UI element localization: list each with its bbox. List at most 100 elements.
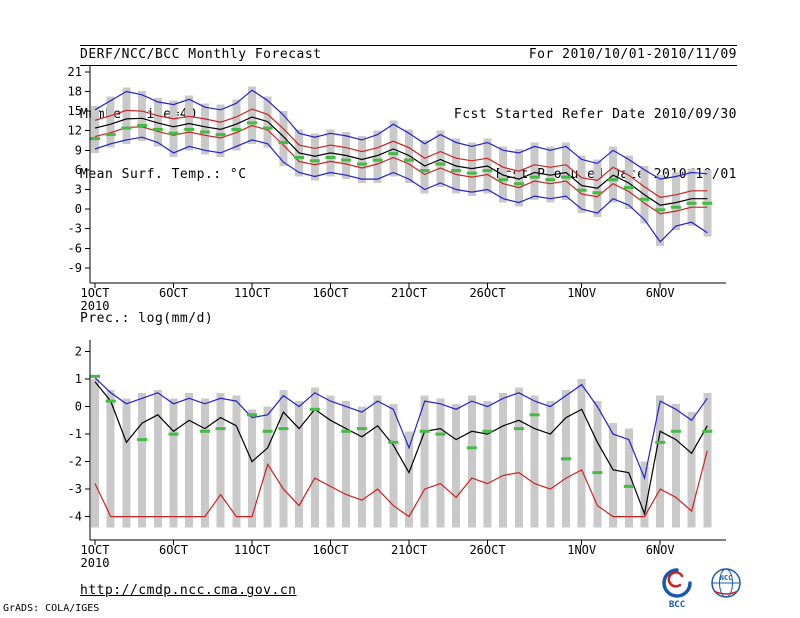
member-spread-bar <box>310 133 319 181</box>
member-spread-bar <box>279 390 288 528</box>
lower-quartile-line <box>94 124 708 215</box>
page-title: DERF/NCC/BCC Monthly Forecast <box>80 47 322 62</box>
member-spread-bar <box>185 95 194 151</box>
x-axis-year: 2010 <box>81 556 110 570</box>
member-spread-bar <box>467 142 476 197</box>
member-spread-bar <box>530 142 539 200</box>
y-tick-label: -3 <box>68 222 82 236</box>
x-tick-label: 26OCT <box>469 543 505 557</box>
member-spread-bar <box>185 392 194 528</box>
y-tick-label: 12 <box>68 124 82 138</box>
member-spread-bar <box>577 379 586 528</box>
member-spread-bar <box>514 387 523 528</box>
ncc-logo: NCC <box>711 568 741 598</box>
member-min-line <box>94 136 708 243</box>
member-spread-bar <box>593 401 602 528</box>
member-spread-bar <box>609 423 618 528</box>
y-tick-label: -2 <box>68 455 82 469</box>
x-tick-label: 6OCT <box>159 543 188 557</box>
y-tick-label: 6 <box>75 163 82 177</box>
variable-label: Mean Surf. Temp.: °C <box>80 167 247 182</box>
member-min-line <box>94 450 708 518</box>
member-spread-bar <box>373 130 382 183</box>
member-spread-bar <box>106 390 115 528</box>
member-spread-bar <box>703 392 712 528</box>
x-axis-year: 2010 <box>81 299 110 313</box>
member-spread-bar <box>499 146 508 203</box>
member-spread-bar <box>153 390 162 528</box>
upper-quartile-line <box>94 108 708 199</box>
y-tick-label: 0 <box>75 202 82 216</box>
member-spread-bar <box>153 98 162 147</box>
member-spread-bar <box>671 403 680 528</box>
y-tick-label: -3 <box>68 482 82 496</box>
member-spread-bar <box>357 406 366 528</box>
fcst-start-date-label: Fcst Started Refer Date 2010/09/30 <box>453 107 737 122</box>
x-tick-label: 1NOV <box>567 543 596 557</box>
ncc-logo-label: NCC <box>720 574 733 582</box>
member-spread-bar <box>169 398 178 528</box>
member-spread-bar <box>624 155 633 210</box>
member-spread-bar <box>671 172 680 230</box>
member-spread-bar <box>138 392 147 528</box>
agency-logos: BCC NCC <box>658 566 744 610</box>
x-tick-label: 6NOV <box>646 286 675 300</box>
member-spread-bar <box>326 395 335 528</box>
member-spread-bar <box>138 90 147 142</box>
temperature-panel: 21 18 15 12 9 6 3 0 -3 -6 -9 1OCT 6OCT 11OCT 16OCT 21OC… <box>68 65 726 313</box>
member-spread-bar <box>577 155 586 213</box>
y-tick-label: 18 <box>68 85 82 99</box>
x-tick-label: 11OCT <box>234 543 270 557</box>
header-divider-2 <box>80 65 737 66</box>
y-tick-label: -6 <box>68 241 82 255</box>
grads-credit: GrADS: COLA/IGES <box>3 603 100 614</box>
member-spread-bar <box>405 431 413 528</box>
y-tick-label: -1 <box>68 427 82 441</box>
member-max-line <box>94 377 708 481</box>
ncc-logo-red-arc <box>713 590 739 595</box>
y-tick-label: 0 <box>75 400 82 414</box>
y-tick-label: -4 <box>68 510 82 524</box>
member-spread-bar <box>420 139 429 194</box>
member-spread-bar <box>200 103 209 155</box>
member-spread-bar <box>279 111 288 166</box>
member-spread-bar <box>687 412 696 528</box>
y-tick-label: 3 <box>75 183 82 197</box>
member-spread-bar <box>295 401 304 528</box>
member-spread-bar <box>91 105 99 153</box>
x-tick-label: 26OCT <box>469 286 505 300</box>
x-tick-label: 21OCT <box>391 286 427 300</box>
member-spread-bar <box>436 130 445 187</box>
x-tick-label: 21OCT <box>391 543 427 557</box>
precipitation-panel: 2 1 0 -1 -2 -3 -4 1OCT 6OCT 11OCT 16OCT 21OCT 26OCT 1… <box>68 340 726 570</box>
member-spread-bar <box>216 104 225 157</box>
member-spread-bar <box>389 403 398 528</box>
bcc-logo-inner-swirl <box>667 571 684 588</box>
member-spread-bar <box>248 86 256 144</box>
x-tick-label: 1OCT <box>81 543 110 557</box>
member-spread-bar <box>687 168 696 227</box>
member-max-line <box>94 89 708 180</box>
y-tick-label: 1 <box>75 372 82 386</box>
member-spread-bar <box>483 401 492 528</box>
x-tick-label: 6OCT <box>159 286 188 300</box>
ensemble-mean-line <box>94 381 708 517</box>
member-spread-bar <box>373 395 382 528</box>
member-spread-bar <box>122 87 131 144</box>
member-spread-bar <box>530 395 539 528</box>
member-spread-bar <box>420 395 429 528</box>
member-spread-bar <box>263 406 272 528</box>
x-tick-label: 11OCT <box>234 286 270 300</box>
member-spread-bar <box>640 461 649 528</box>
website-url: http://cmdp.ncc.cma.gov.cn <box>80 583 297 598</box>
member-spread-bar <box>106 96 115 148</box>
member-spread-bar <box>546 401 555 528</box>
x-tick-label: 1NOV <box>567 286 596 300</box>
member-spread-bar <box>122 398 131 528</box>
bcc-logo-label: BCC <box>669 600 685 610</box>
member-spread-bar <box>200 398 209 528</box>
member-spread-bar <box>169 100 178 157</box>
member-spread-bar <box>499 392 508 528</box>
